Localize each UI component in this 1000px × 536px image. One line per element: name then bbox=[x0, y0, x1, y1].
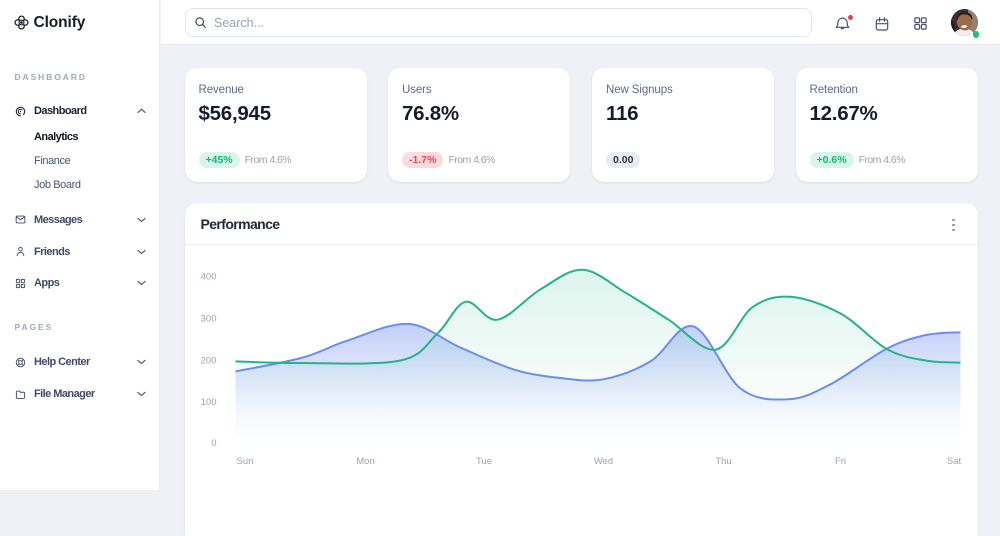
svg-text:Tue: Tue bbox=[475, 456, 491, 467]
svg-text:300: 300 bbox=[200, 313, 216, 324]
svg-text:0: 0 bbox=[211, 438, 216, 449]
svg-text:Sat: Sat bbox=[946, 456, 961, 467]
svg-text:Sun: Sun bbox=[236, 456, 253, 467]
svg-text:Fri: Fri bbox=[834, 456, 845, 467]
svg-text:100: 100 bbox=[200, 397, 216, 408]
svg-text:400: 400 bbox=[200, 271, 216, 282]
svg-text:Wed: Wed bbox=[593, 456, 612, 467]
svg-text:Thu: Thu bbox=[715, 456, 731, 467]
svg-text:200: 200 bbox=[200, 355, 216, 366]
svg-text:Mon: Mon bbox=[356, 456, 374, 467]
